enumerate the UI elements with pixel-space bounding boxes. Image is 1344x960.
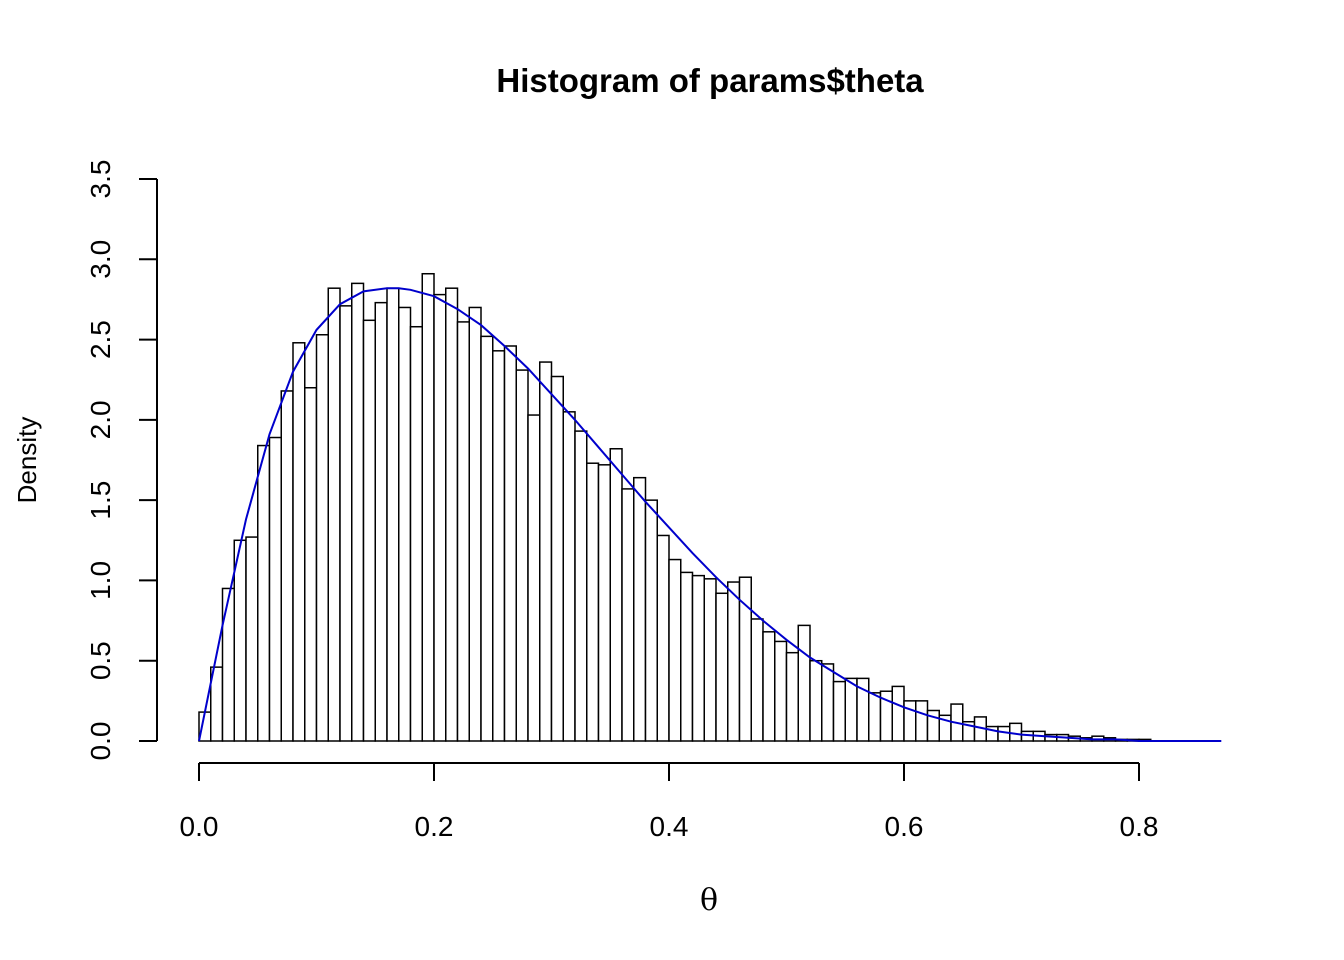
y-tick-label: 1.0: [85, 561, 116, 600]
y-tick-label: 3.5: [85, 160, 116, 199]
y-tick-label: 3.0: [85, 240, 116, 279]
histogram-bar: [1009, 722, 1023, 742]
histogram-bar: [997, 725, 1011, 742]
histogram-bar: [257, 444, 271, 742]
histogram-bar: [515, 369, 529, 742]
histogram-bar: [609, 448, 623, 742]
x-tick-label: 0.8: [1120, 811, 1159, 842]
histogram-bar: [668, 558, 682, 742]
histogram-bar: [245, 536, 259, 742]
histogram-bar: [468, 306, 482, 742]
histogram-bar: [644, 499, 658, 742]
histogram-bar: [809, 659, 823, 742]
histogram-bar: [386, 287, 400, 742]
histogram-bar: [280, 390, 294, 742]
histogram-bar: [268, 436, 282, 742]
histogram-bar: [774, 640, 788, 742]
histogram-bar: [503, 345, 517, 742]
histogram-bar: [891, 685, 905, 742]
y-tick-label: 1.5: [85, 481, 116, 520]
histogram-bar: [409, 325, 423, 742]
histogram-bar: [562, 411, 576, 742]
histogram-bar: [445, 287, 459, 742]
x-axis: 0.0 0.2 0.4 0.6 0.8: [180, 762, 1159, 842]
histogram-bar: [868, 692, 882, 742]
histogram-bar: [327, 287, 341, 742]
histogram-bar: [656, 534, 670, 742]
histogram-bar: [339, 305, 353, 742]
histogram-bar: [785, 651, 799, 742]
histogram-bar: [680, 571, 694, 742]
density-curve: [198, 287, 1222, 742]
histogram-bar: [362, 319, 376, 742]
histogram-bar: [315, 334, 329, 742]
x-tick-label: 0.6: [885, 811, 924, 842]
histogram-bar: [597, 464, 611, 742]
histogram-bar: [727, 581, 741, 742]
histogram-bar: [762, 631, 776, 742]
histogram-bar: [304, 386, 318, 742]
histogram-bar: [821, 663, 835, 742]
histogram-bar: [233, 539, 247, 742]
histogram-bar: [844, 677, 858, 742]
histogram-bar: [750, 618, 764, 742]
histogram-bar: [433, 293, 447, 742]
y-tick-label: 0.5: [85, 641, 116, 680]
histogram-bar: [633, 476, 647, 742]
histogram-bar: [456, 321, 470, 742]
chart-title: Histogram of params$theta: [496, 62, 924, 99]
histogram-bar: [539, 361, 553, 742]
histogram-bars: [198, 272, 1152, 742]
histogram-bar: [621, 488, 635, 742]
x-tick-label: 0.4: [650, 811, 689, 842]
histogram-bar: [221, 587, 235, 742]
histogram-bar: [832, 680, 846, 742]
histogram-bar: [374, 301, 388, 742]
histogram-bar: [915, 700, 929, 742]
y-axis: 0.0 0.5 1.0 1.5 2.0 2.5 3.0 3.5: [85, 160, 158, 761]
x-tick-label: 0.0: [180, 811, 219, 842]
x-axis-label: θ: [700, 883, 718, 918]
histogram-bar: [421, 272, 435, 742]
histogram-bar: [550, 375, 564, 742]
y-axis-label: Density: [12, 417, 42, 504]
histogram-bar: [527, 414, 541, 742]
histogram-bar: [586, 462, 600, 742]
histogram-bar: [703, 578, 717, 742]
histogram-bar: [351, 282, 365, 742]
y-tick-label: 2.5: [85, 320, 116, 359]
y-tick-label: 0.0: [85, 722, 116, 761]
histogram-bar: [292, 342, 306, 742]
histogram-bar: [574, 430, 588, 742]
histogram-bar: [492, 350, 506, 742]
histogram-bar: [398, 306, 412, 742]
x-tick-label: 0.2: [415, 811, 454, 842]
histogram-bar: [715, 592, 729, 742]
y-tick-label: 2.0: [85, 400, 116, 439]
histogram-bar: [480, 335, 494, 742]
histogram-bar: [691, 574, 705, 742]
histogram-bar: [797, 624, 811, 742]
